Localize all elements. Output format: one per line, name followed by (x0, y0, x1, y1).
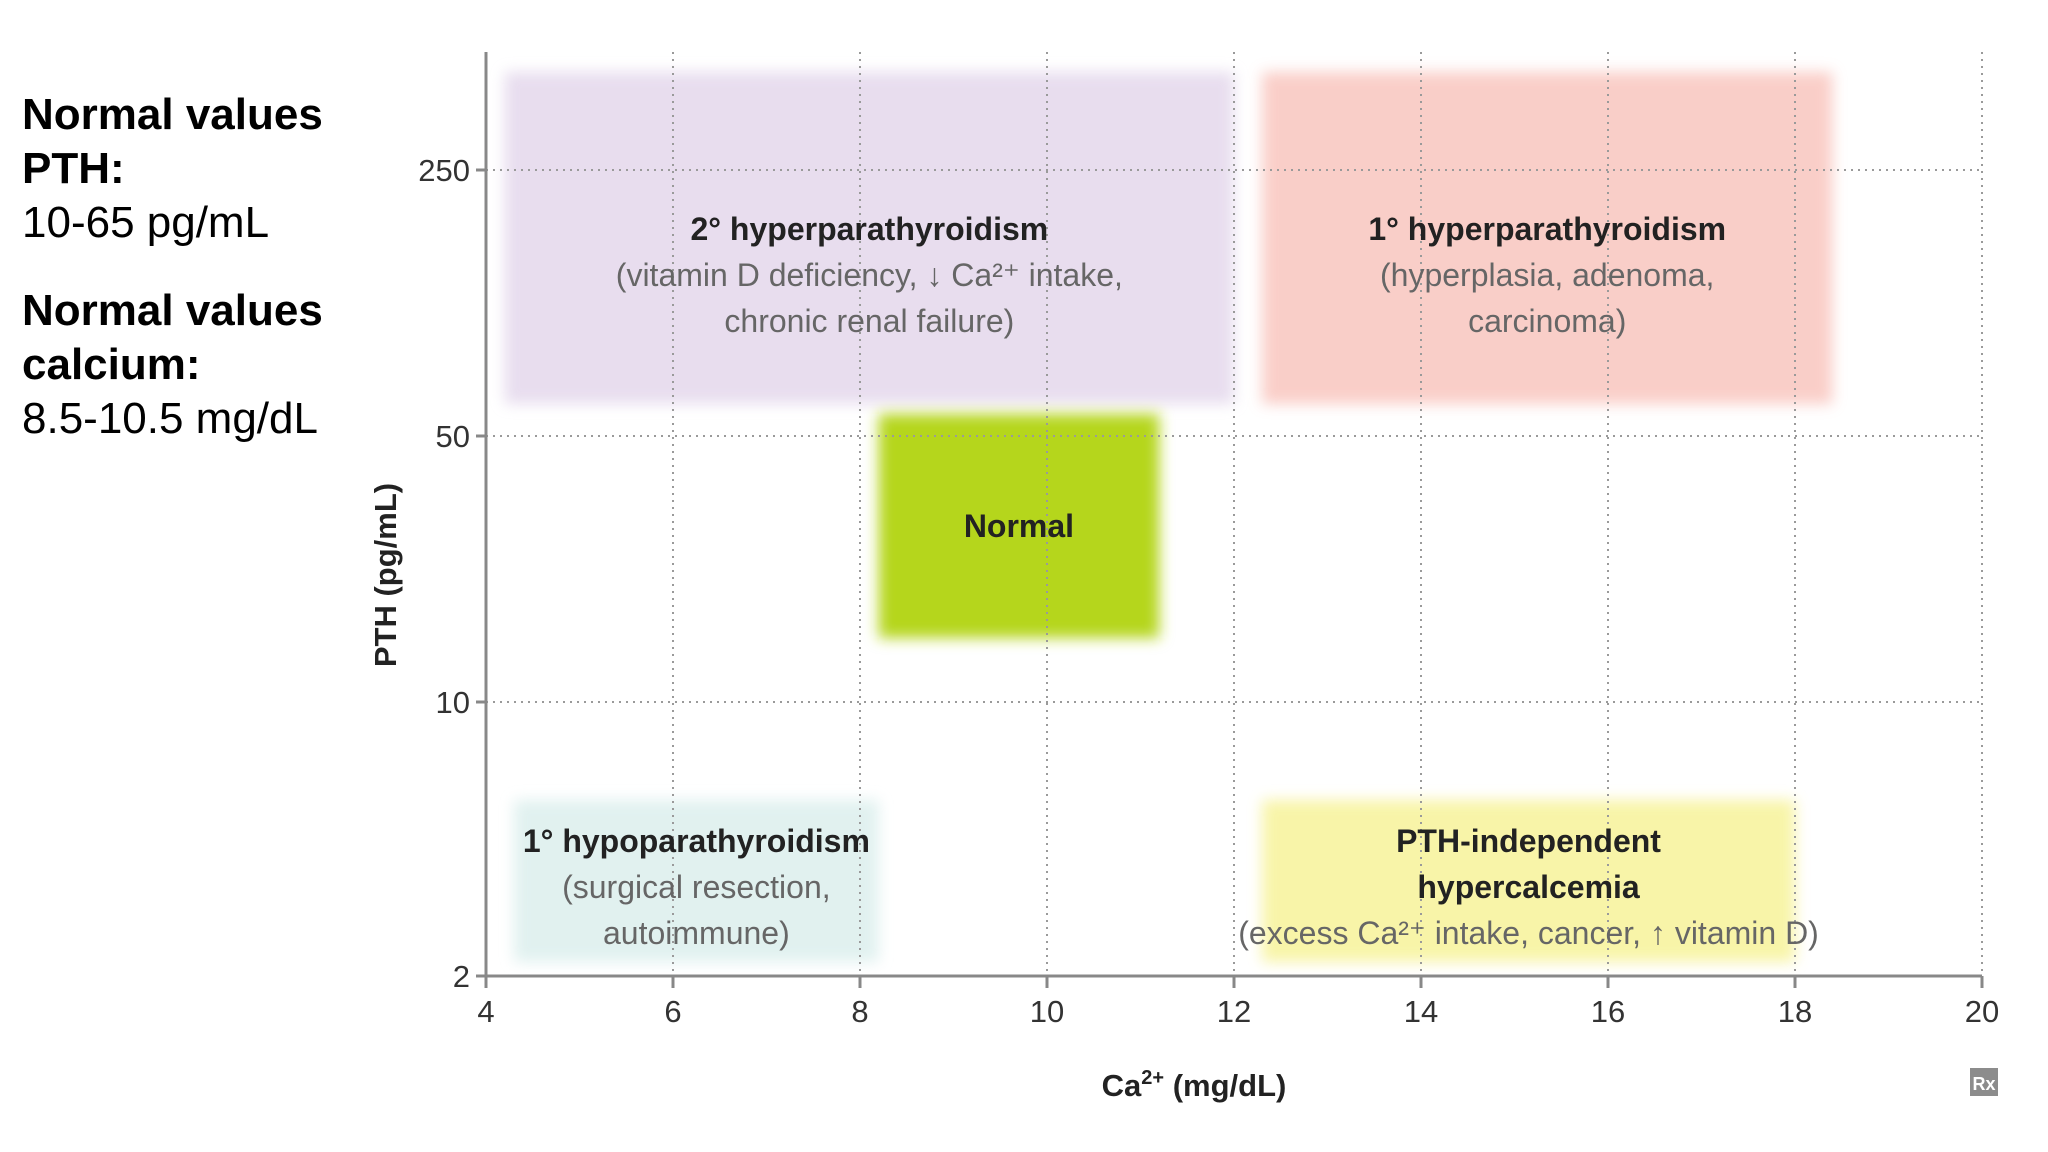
region-2-text-0: Normal (964, 508, 1074, 544)
rx-logo-icon (1970, 1068, 1998, 1096)
normal-values-panel: Normal values PTH: 10-65 pg/mL Normal va… (22, 88, 352, 446)
region-4 (1262, 800, 1795, 962)
axes-layer: 4 6 8 10 12 14 16 18 20 2 10 50 250 Ca2+ (mg/dL) PTH (… (368, 52, 1999, 1103)
grid-layer (486, 52, 1983, 976)
x-tick-label-14: 14 (1404, 994, 1438, 1029)
region-3-text-2: autoimmune) (603, 915, 790, 951)
region-0-text-1: (vitamin D deficiency, ↓ Ca²⁺ intake, (616, 257, 1123, 293)
y-tick-label-10: 10 (436, 685, 470, 720)
labels-layer: 2° hyperparathyroidism (vitamin D deficie… (523, 211, 1819, 951)
x-tick-label-20: 20 (1965, 994, 1999, 1029)
calcium-normal-range: 8.5-10.5 mg/dL (22, 394, 318, 443)
region-1-text-1: (hyperplasia, adenoma, (1380, 257, 1714, 293)
x-tick-label-16: 16 (1591, 994, 1625, 1029)
calcium-heading-1: Normal values (22, 286, 323, 335)
region-0-text-0: 2° hyperparathyroidism (690, 211, 1048, 247)
x-tick-label-6: 6 (664, 994, 681, 1029)
rx-logo-text: Rx (1972, 1074, 1995, 1094)
y-tick-label-50: 50 (436, 419, 470, 454)
region-4-text-2: (excess Ca²⁺ intake, cancer, ↑ vitamin D… (1238, 915, 1819, 951)
region-1-text-0: 1° hyperparathyroidism (1368, 211, 1726, 247)
calcium-heading-2: calcium: (22, 340, 201, 389)
x-tick-label-4: 4 (477, 994, 494, 1029)
region-0 (504, 72, 1234, 404)
region-4-text-1: hypercalcemia (1417, 869, 1640, 905)
region-4-text-0: PTH-independent (1396, 823, 1661, 859)
x-tick-label-18: 18 (1778, 994, 1812, 1029)
y-tick-label-2: 2 (453, 959, 470, 994)
pth-heading-2: PTH: (22, 144, 125, 193)
regions-layer (504, 72, 1833, 962)
x-axis-title: Ca2+ (mg/dL) (1102, 1067, 1287, 1103)
region-0-text-2: chronic renal failure) (724, 303, 1014, 339)
region-2 (878, 414, 1160, 638)
y-tick-label-250: 250 (418, 153, 470, 188)
region-1 (1262, 72, 1833, 404)
region-1-text-2: carcinoma) (1468, 303, 1626, 339)
x-tick-label-10: 10 (1030, 994, 1064, 1029)
region-3-text-0: 1° hypoparathyroidism (523, 823, 870, 859)
x-tick-label-8: 8 (851, 994, 868, 1029)
pth-heading-1: Normal values (22, 90, 323, 139)
region-3 (514, 800, 879, 962)
pth-normal-range: 10-65 pg/mL (22, 198, 270, 247)
y-axis-title: PTH (pg/mL) (368, 483, 403, 667)
region-3-text-1: (surgical resection, (562, 869, 831, 905)
x-tick-label-12: 12 (1217, 994, 1251, 1029)
